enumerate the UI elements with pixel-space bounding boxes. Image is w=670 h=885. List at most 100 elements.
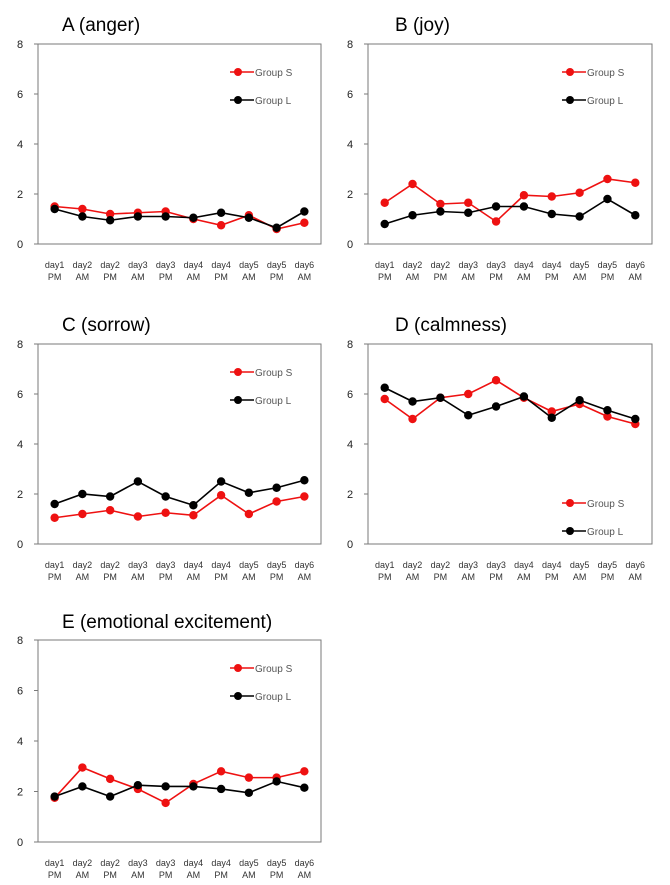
y-tick-label: 8 [347, 39, 353, 51]
x-tick-label-day: day6 [295, 260, 315, 270]
y-tick-label: 4 [17, 439, 23, 451]
x-tick-label-ampm: PM [103, 572, 117, 582]
data-point-group-s [78, 763, 87, 772]
x-tick-label-day: day4 [211, 260, 231, 270]
x-tick-label-day: day2 [431, 560, 451, 570]
series-line-group-l [54, 208, 305, 229]
data-point-group-l [244, 488, 254, 497]
x-tick-label-day: day5 [267, 560, 287, 570]
x-tick-label-day: day1 [375, 560, 395, 570]
data-point-group-l [519, 392, 529, 401]
chart-title: B (joy) [395, 15, 450, 36]
data-point-group-l [436, 393, 445, 402]
x-tick-label-day: day5 [239, 858, 259, 868]
data-point-group-l [189, 213, 198, 222]
data-point-group-l [50, 792, 59, 801]
x-tick-label-ampm: PM [103, 272, 117, 282]
y-tick-label: 0 [17, 539, 23, 551]
data-point-group-s [161, 508, 170, 517]
x-tick-label-day: day2 [403, 560, 423, 570]
data-point-group-s [491, 217, 501, 226]
x-tick-label-ampm: PM [545, 572, 559, 582]
data-point-group-l [436, 207, 445, 216]
x-tick-label-ampm: AM [187, 272, 201, 282]
data-point-group-s [105, 506, 115, 515]
chart-panel-b: B (joy) 0 2 4 6 8 day1 PM day2 AM day2 PM day3 AM day3… [347, 15, 653, 282]
y-tick-label: 2 [17, 189, 23, 201]
x-tick-label-ampm: PM [434, 572, 448, 582]
data-point-group-s [105, 209, 115, 219]
y-tick-label: 8 [17, 39, 23, 51]
y-tick-label: 4 [17, 736, 23, 748]
legend-marker [234, 396, 242, 404]
data-point-group-l [189, 782, 198, 791]
chart-panel-c: C (sorrow) 0 2 4 6 8 day1 PM day2 AM day2 PM day3 AM d… [17, 315, 322, 582]
x-tick-label-ampm: PM [159, 272, 173, 282]
x-tick-label-ampm: AM [76, 572, 90, 582]
x-tick-label-ampm: AM [76, 272, 90, 282]
x-tick-label-ampm: AM [187, 572, 201, 582]
data-point-group-l [272, 483, 281, 492]
data-point-group-s [189, 511, 198, 520]
data-point-group-s [161, 798, 170, 808]
legend-marker [566, 527, 574, 535]
x-tick-label-day: day3 [458, 260, 478, 270]
data-point-group-l [300, 207, 309, 216]
data-point-group-s [216, 767, 226, 776]
x-tick-label-ampm: AM [298, 272, 312, 282]
y-tick-label: 0 [17, 239, 23, 251]
data-point-group-s [408, 414, 417, 424]
legend-marker [234, 368, 242, 376]
x-tick-label-ampm: AM [187, 870, 201, 880]
x-tick-label-day: day3 [128, 560, 148, 570]
data-point-group-l [133, 477, 143, 486]
data-point-group-l [408, 211, 417, 220]
x-tick-label-day: day6 [626, 560, 646, 570]
x-tick-label-day: day4 [542, 260, 562, 270]
legend-marker [234, 96, 242, 104]
x-tick-label-day: day1 [45, 260, 65, 270]
y-tick-label: 2 [347, 489, 353, 501]
x-tick-label-ampm: PM [214, 870, 228, 880]
series-line-group-l [54, 780, 305, 798]
data-point-group-s [491, 376, 501, 385]
x-tick-label-day: day6 [295, 560, 315, 570]
x-tick-label-ampm: AM [573, 272, 587, 282]
legend-marker [566, 499, 574, 507]
y-tick-label: 6 [17, 389, 23, 401]
data-point-group-l [491, 402, 501, 411]
data-point-group-l [464, 411, 473, 420]
legend-label: Group L [587, 527, 624, 538]
legend-label: Group S [255, 368, 293, 379]
data-point-group-l [189, 501, 198, 510]
data-point-group-l [408, 397, 417, 406]
y-tick-label: 0 [17, 837, 23, 849]
data-point-group-l [575, 396, 584, 405]
data-point-group-s [464, 389, 473, 399]
y-tick-label: 0 [347, 239, 353, 251]
data-point-group-s [244, 773, 254, 782]
chart-panel-e: E (emotional excitement) 0 2 4 6 8 day1 PM day2 A… [17, 612, 322, 880]
x-tick-label-ampm: AM [242, 572, 256, 582]
x-tick-label-ampm: PM [159, 572, 173, 582]
data-point-group-s [380, 198, 389, 207]
y-tick-label: 6 [347, 389, 353, 401]
x-tick-label-day: day2 [100, 260, 120, 270]
x-tick-label-ampm: AM [517, 272, 531, 282]
legend-label: Group L [587, 96, 624, 107]
data-point-group-s [631, 178, 640, 187]
legend-label: Group S [587, 499, 625, 510]
x-tick-label-day: day4 [184, 858, 204, 868]
data-point-group-l [216, 477, 226, 486]
x-tick-label-day: day2 [73, 260, 93, 270]
x-tick-label-ampm: PM [103, 870, 117, 880]
data-point-group-l [380, 383, 389, 392]
data-point-group-l [603, 194, 612, 204]
series-line-group-s [54, 766, 305, 804]
x-tick-label-day: day4 [514, 560, 534, 570]
x-tick-label-ampm: PM [378, 272, 392, 282]
x-tick-label-ampm: AM [573, 572, 587, 582]
x-tick-label-day: day4 [211, 858, 231, 868]
x-tick-label-ampm: AM [76, 870, 90, 880]
